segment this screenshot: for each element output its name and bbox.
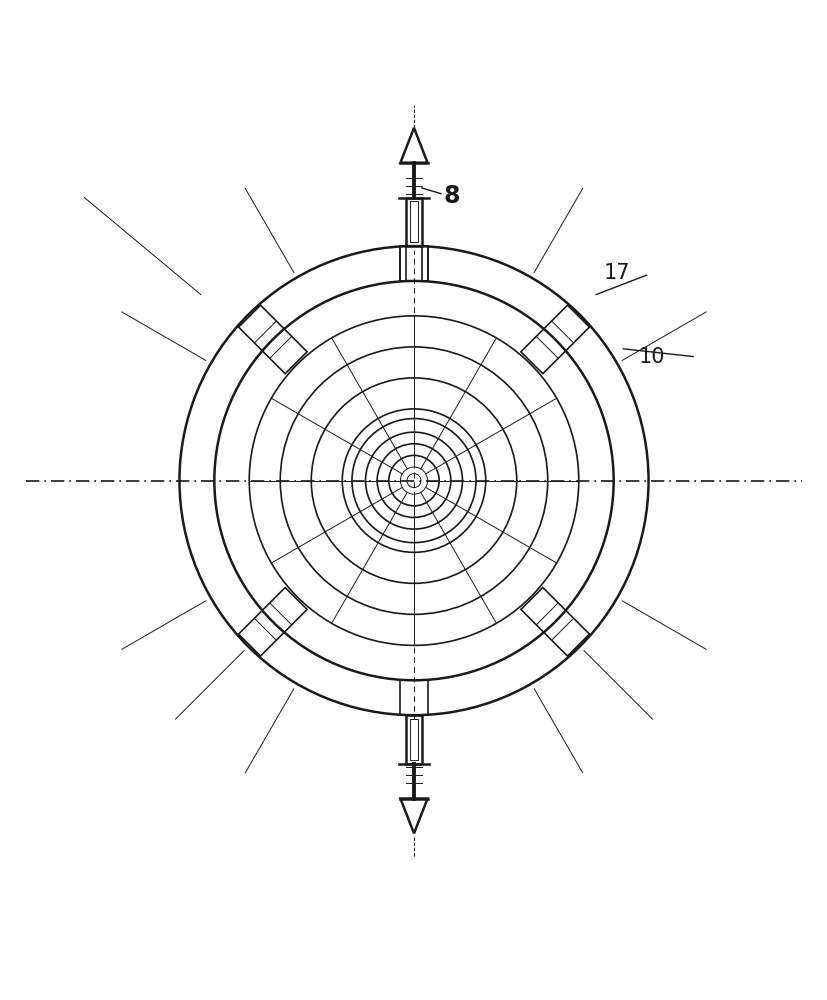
Bar xyxy=(400,246,406,281)
Bar xyxy=(405,198,422,246)
Text: 10: 10 xyxy=(638,347,665,367)
Bar xyxy=(409,719,418,760)
Bar xyxy=(405,715,422,764)
Text: 8: 8 xyxy=(442,184,459,208)
Bar xyxy=(409,201,418,242)
Text: 17: 17 xyxy=(603,263,629,283)
Bar xyxy=(421,246,427,281)
